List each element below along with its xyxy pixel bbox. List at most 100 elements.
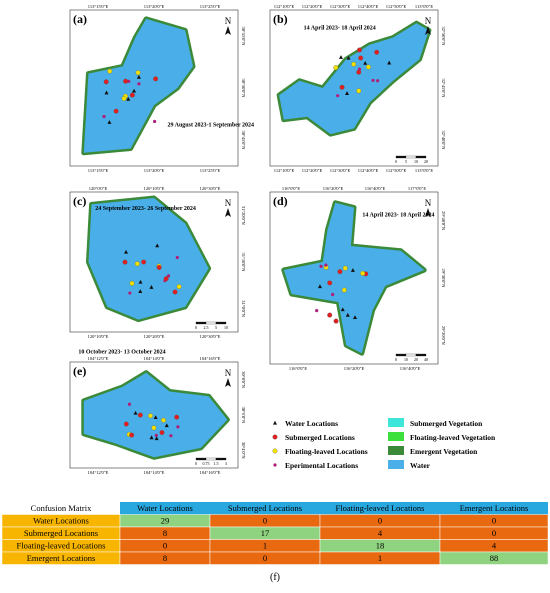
- scale-label: 20: [424, 159, 428, 164]
- lon-label: 116°40'0"E: [400, 366, 421, 371]
- table-cell: 88: [490, 553, 499, 563]
- lon-label: 112°10'0"E: [274, 168, 295, 173]
- legend-swatch: [388, 460, 404, 469]
- map-marker: [122, 259, 128, 265]
- table-header: Water Locations: [137, 503, 193, 513]
- map-marker: [363, 60, 368, 65]
- map-marker: [374, 49, 380, 55]
- map-marker: [327, 280, 333, 286]
- scale-label: 40: [424, 357, 428, 362]
- map-panel: (d) N 14 April 2023- 18 April 2024 116°0'0"…: [269, 186, 446, 371]
- map-marker: [366, 64, 371, 70]
- lon-label: 120°20'0"E: [144, 334, 165, 339]
- lat-label: 30°6'0"N: [241, 407, 246, 424]
- lon-label: 120°10'0"E: [88, 334, 109, 339]
- lake-water: [83, 372, 228, 458]
- map-marker: [333, 318, 339, 324]
- lon-label: 117°0'0"E: [408, 186, 427, 191]
- legend-label: Eperimental Locations: [285, 461, 358, 470]
- table-cell: 17: [261, 528, 270, 538]
- map-marker: [342, 265, 348, 271]
- scale-label: 20: [414, 357, 418, 362]
- map-marker: [107, 68, 113, 74]
- map-marker: [135, 70, 141, 76]
- lon-label: 104°16'0"E: [200, 470, 221, 475]
- lon-label: 112°30'0"E: [330, 168, 351, 173]
- table-cell: 4: [378, 528, 383, 538]
- lon-label: 113°0'0"E: [415, 168, 434, 173]
- north-arrow: N: [225, 198, 232, 208]
- scale-bar: [195, 321, 207, 325]
- lon-label: 116°0'0"E: [289, 366, 308, 371]
- lat-label: 29°40'0"N: [441, 211, 446, 231]
- map-marker: [324, 263, 328, 267]
- scale-label: 1.5: [214, 461, 219, 466]
- table-cell: 0: [163, 541, 167, 551]
- scale-bar: [205, 457, 217, 461]
- map-marker: [126, 96, 131, 101]
- map-marker: [129, 280, 135, 286]
- lon-label: 116°0'0"E: [282, 186, 301, 191]
- table-header-cell: [210, 502, 320, 515]
- map-panel: (a) N 29 August 2023-1 September 2024 113°1…: [69, 4, 254, 173]
- lon-label: 112°50'0"E: [386, 4, 407, 9]
- scale-bar: [395, 155, 407, 159]
- lake-water: [279, 23, 429, 135]
- lon-label: 116°20'0"E: [344, 366, 365, 371]
- table-cell: 0: [263, 516, 267, 526]
- lon-label: 112°40'0"E: [358, 4, 379, 9]
- date-range: 14 April 2023- 18 April 2024: [362, 213, 434, 219]
- scale-label: 0: [195, 461, 197, 466]
- lat-label: 29°20'0"N: [441, 326, 446, 346]
- map-marker: [137, 412, 143, 418]
- map-marker: [176, 425, 180, 429]
- figure-caption: (f): [270, 572, 280, 583]
- map-panel: (c) N 24 September 2023- 26 September 2024…: [69, 186, 246, 339]
- map-marker: [155, 243, 160, 248]
- map-marker: [129, 432, 135, 438]
- table-row-header: Floating-leaved Locations: [17, 541, 106, 551]
- north-arrow-icon: [425, 208, 431, 217]
- table-cell: 4: [492, 541, 497, 551]
- table-cell: 8: [163, 528, 167, 538]
- scale-label: 10: [224, 325, 228, 330]
- lon-label: 120°30'0"E: [200, 334, 221, 339]
- map-marker: [136, 74, 141, 79]
- legend-label: Submerged Vegetation: [410, 419, 483, 428]
- map-marker: [357, 47, 362, 53]
- table-cell: 0: [263, 553, 267, 563]
- scale-bar: [215, 457, 227, 461]
- map-marker: [272, 448, 278, 454]
- map-marker: [107, 120, 112, 124]
- table-cell-bg: [439, 551, 549, 565]
- lon-label: 113°15'0"E: [88, 4, 109, 9]
- date-range: 29 August 2023-1 September 2024: [167, 122, 254, 128]
- panel-label: (d): [273, 194, 288, 208]
- table-cell: 0: [492, 516, 496, 526]
- lon-label: 112°10'0"E: [274, 4, 295, 9]
- map-marker: [154, 433, 158, 437]
- scale-bar: [415, 155, 427, 159]
- scale-label: 5: [405, 159, 407, 164]
- map-marker: [356, 69, 362, 75]
- map-marker: [345, 91, 350, 95]
- map-marker: [149, 285, 154, 289]
- north-arrow: N: [225, 16, 232, 26]
- map-marker: [153, 76, 159, 82]
- lat-label: 30°45'0"N: [241, 131, 246, 151]
- legend-label: Water Locations: [285, 419, 338, 428]
- map-marker: [138, 279, 143, 284]
- north-arrow-icon: [225, 208, 231, 217]
- map-marker: [164, 423, 169, 428]
- map-marker: [346, 55, 351, 60]
- scale-label: 0.75: [203, 461, 210, 466]
- map-marker: [128, 291, 132, 295]
- table-row-header: Emergent Locations: [27, 553, 96, 563]
- lon-label: 112°50'0"E: [386, 168, 407, 173]
- lake-water: [283, 202, 425, 354]
- map-panel: (b) N 14 April 2023- 18 April 2024 112°10'0…: [269, 4, 446, 173]
- lat-label: 29°30'0"N: [441, 269, 446, 289]
- map-marker: [315, 309, 319, 313]
- lat-label: 32°40'0"N: [441, 131, 446, 151]
- table-row-header: Submerged Locations: [24, 528, 98, 538]
